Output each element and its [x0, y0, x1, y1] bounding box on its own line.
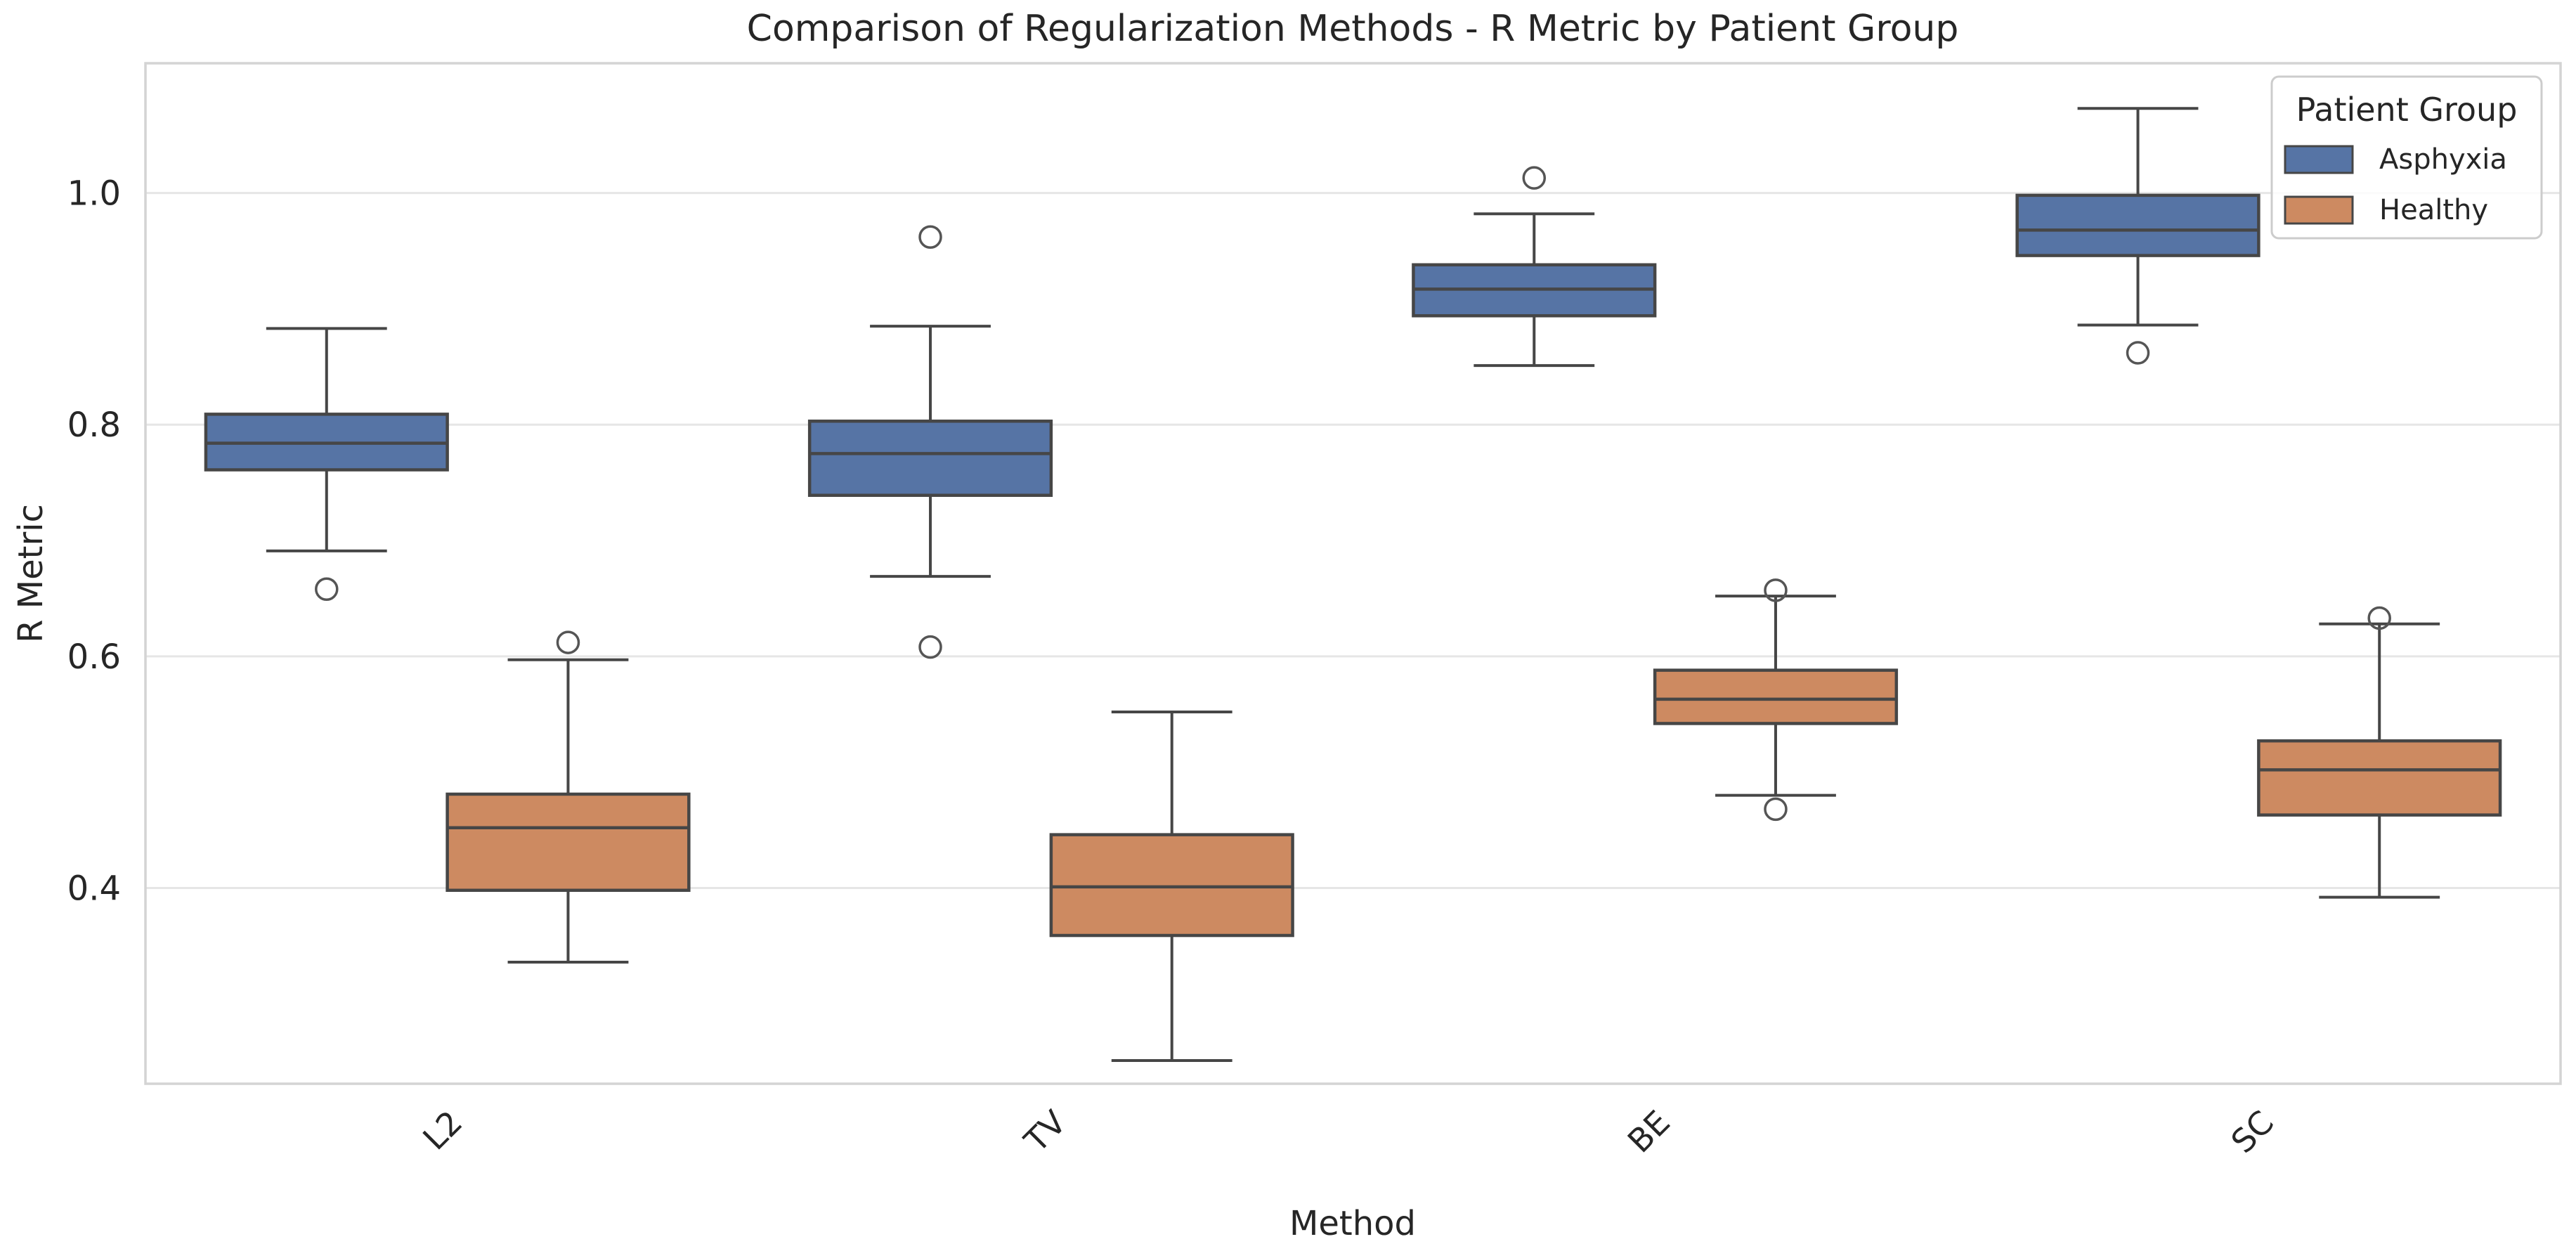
box-TV-Healthy: [1049, 710, 1294, 1063]
outlier-marker: [2126, 341, 2150, 365]
y-axis-label: R Metric: [11, 504, 51, 643]
gridlines: [145, 192, 2561, 889]
box-TV-Asphyxia: [807, 225, 1053, 659]
chart-title: Comparison of Regularization Methods - R…: [747, 8, 1959, 50]
outlier-marker: [2367, 606, 2391, 630]
legend-label-asphyxia: Asphyxia: [2379, 143, 2507, 176]
outlier-marker: [918, 225, 942, 249]
legend-title: Patient Group: [2296, 91, 2518, 129]
box-SC-Healthy: [2257, 606, 2502, 899]
plot-border: [144, 62, 2562, 1085]
box-BE-Healthy: [1653, 578, 1899, 822]
iqr-box: [445, 792, 691, 893]
ytick-label-0.8: 0.8: [67, 406, 121, 445]
outlier-marker: [918, 635, 942, 659]
y-tick-labels: 0.4 0.6 0.8 1.0: [67, 174, 121, 909]
ytick-label-0.4: 0.4: [67, 869, 121, 908]
outlier-marker: [556, 630, 580, 654]
xtick-label-TV: TV: [1017, 1103, 1074, 1160]
box-L2-Healthy: [445, 630, 691, 964]
legend-label-healthy: Healthy: [2379, 194, 2488, 226]
x-axis-label: Method: [1289, 1204, 1416, 1243]
x-tick-labels: L2 TV BE SC: [415, 1103, 2281, 1160]
legend-swatch-asphyxia: [2284, 145, 2354, 174]
iqr-box: [807, 420, 1053, 498]
iqr-box: [1049, 833, 1294, 938]
iqr-box: [1653, 668, 1899, 725]
outlier-marker: [315, 577, 339, 601]
legend: Patient Group Asphyxia Healthy: [2270, 75, 2543, 240]
outlier-marker: [1522, 166, 1547, 190]
xtick-label-SC: SC: [2224, 1103, 2282, 1161]
box-L2-Asphyxia: [204, 327, 449, 601]
iqr-box: [2015, 193, 2260, 257]
outlier-marker: [1764, 797, 1788, 822]
box-BE-Asphyxia: [1412, 166, 1657, 368]
iqr-box: [2257, 739, 2502, 817]
xtick-label-BE: BE: [1620, 1103, 1677, 1160]
box-SC-Asphyxia: [2015, 107, 2260, 365]
outlier-marker: [1764, 578, 1788, 602]
legend-swatch-healthy: [2284, 195, 2354, 225]
box-series: [204, 107, 2502, 1063]
ytick-label-1.0: 1.0: [67, 174, 121, 214]
ytick-label-0.6: 0.6: [67, 637, 121, 677]
xtick-label-L2: L2: [415, 1103, 469, 1158]
